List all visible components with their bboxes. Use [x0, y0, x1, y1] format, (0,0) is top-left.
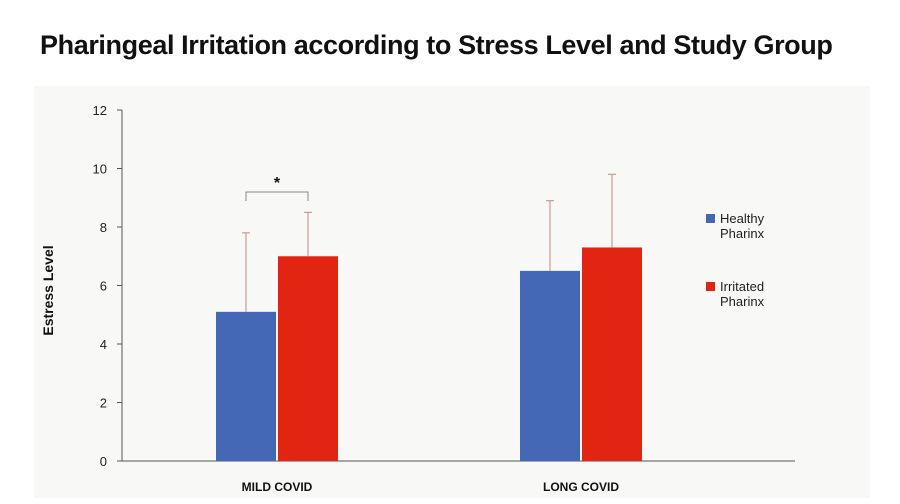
y-tick-label: 6: [100, 279, 107, 294]
legend-label: Pharinx: [720, 226, 765, 241]
legend-swatch: [706, 282, 715, 291]
y-tick-label: 2: [100, 396, 107, 411]
significance-bracket: [245, 191, 309, 201]
y-tick-label: 8: [100, 220, 107, 235]
bar: [216, 311, 276, 461]
y-axis-title: Estress Level: [40, 245, 56, 335]
plot-panel: [34, 86, 870, 498]
legend-label: Pharinx: [720, 294, 765, 309]
chart-title: Pharingeal Irritation according to Stres…: [40, 30, 833, 60]
bar: [278, 256, 338, 461]
y-tick-label: 4: [100, 337, 107, 352]
significance-marker: *: [274, 175, 281, 192]
y-tick-label: 0: [100, 454, 107, 469]
legend-label: Irritated: [720, 279, 764, 294]
legend-swatch: [706, 214, 715, 223]
x-category-label: LONG COVID: [543, 480, 619, 494]
legend-label: Healthy: [720, 211, 765, 226]
x-category-label: MILD COVID: [242, 480, 313, 494]
y-tick-label: 10: [93, 162, 107, 177]
bar: [520, 270, 580, 461]
y-tick-label: 12: [93, 103, 107, 118]
bar: [582, 247, 642, 461]
